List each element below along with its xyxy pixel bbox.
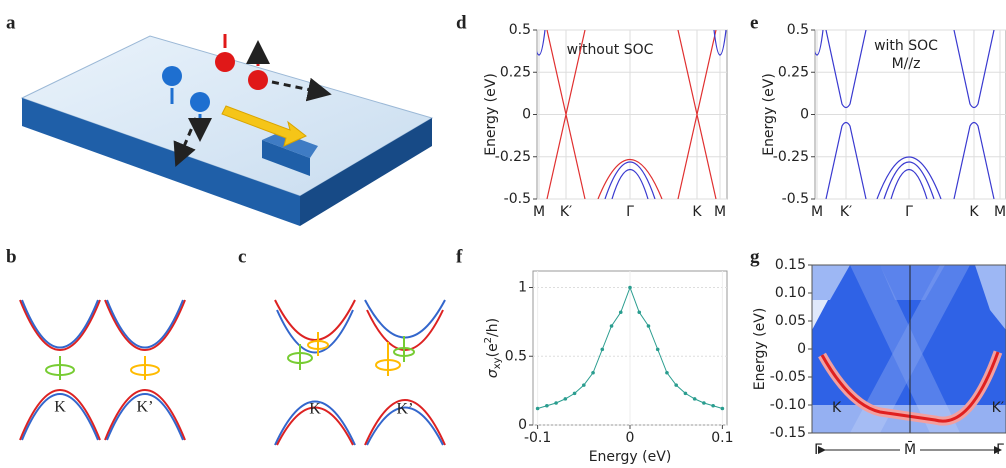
- y-axis-title-part: /h): [485, 318, 501, 337]
- data-point: [591, 371, 595, 375]
- valley-label: K’: [397, 401, 414, 418]
- data-point: [582, 383, 586, 387]
- data-point: [702, 401, 706, 405]
- cone-schematic: [275, 300, 445, 445]
- y-tick-label: 0.25: [778, 64, 809, 80]
- panel-label: a: [6, 12, 16, 33]
- y-tick-label: -0.5: [782, 191, 809, 207]
- x-tick-label: Γ̄: [814, 442, 822, 458]
- y-axis-title: Energy (eV): [752, 308, 768, 391]
- x-tick-label: -0.1: [524, 430, 551, 446]
- y-tick-label: 0.5: [509, 22, 531, 38]
- figure: a b c d e f g K K’ K: [0, 0, 1006, 468]
- data-point: [637, 310, 641, 314]
- y-tick-label: 0.25: [500, 64, 531, 80]
- annotation: K′: [992, 400, 1004, 416]
- y-tick-label: 0.10: [775, 285, 806, 301]
- data-point: [564, 397, 568, 401]
- data-point: [711, 404, 715, 408]
- y-axis-title-part: (e: [485, 343, 501, 357]
- annotation: M//z: [892, 56, 921, 72]
- y-tick-label: 0.05: [775, 313, 806, 329]
- x-tick-label: K′: [840, 204, 852, 220]
- valley-label: K’: [137, 399, 154, 416]
- valley-label: K: [309, 401, 321, 418]
- data-point: [693, 397, 697, 401]
- y-tick-label: -0.10: [770, 397, 806, 413]
- data-point: [554, 401, 558, 405]
- y-tick-label: -0.05: [770, 369, 806, 385]
- slab-illustration: [22, 34, 432, 226]
- panel-label: b: [6, 246, 17, 267]
- y-tick-label: -0.25: [495, 149, 531, 165]
- x-tick-label: Γ: [626, 204, 634, 220]
- y-tick-label: 0: [797, 341, 806, 357]
- x-tick-label: M: [994, 204, 1006, 220]
- x-tick-label: K: [969, 204, 979, 220]
- x-tick-label: M: [533, 204, 545, 220]
- valley-label: K: [54, 399, 66, 416]
- panel-label: g: [750, 246, 760, 267]
- data-point: [665, 371, 669, 375]
- panel-label: d: [456, 12, 467, 33]
- panel-label: f: [456, 246, 463, 267]
- x-tick-label: Γ̄: [996, 442, 1004, 458]
- x-tick-label: K: [692, 204, 702, 220]
- y-tick-label: -0.25: [773, 149, 809, 165]
- y-tick-label: 0: [800, 107, 809, 123]
- x-tick-label: M̄: [904, 440, 916, 458]
- y-axis-title: σxy(e2/h): [483, 318, 503, 378]
- data-point: [721, 407, 725, 411]
- y-axis-title-part: xy: [492, 357, 503, 369]
- annotation: with SOC: [874, 38, 938, 54]
- y-axis-title: Energy (eV): [761, 73, 777, 156]
- y-tick-label: -0.5: [504, 191, 531, 207]
- x-tick-label: 0.1: [711, 430, 733, 446]
- x-tick-label: 0: [626, 430, 635, 446]
- x-tick-label: K′: [560, 204, 572, 220]
- data-point: [628, 286, 632, 290]
- panel-label: e: [750, 12, 758, 33]
- data-point: [610, 324, 614, 328]
- y-tick-label: 0.5: [787, 22, 809, 38]
- data-point: [647, 324, 651, 328]
- x-tick-label: Γ: [905, 204, 913, 220]
- cone-schematic: [20, 300, 185, 440]
- data-point: [656, 348, 660, 352]
- y-tick-label: 0.5: [505, 348, 527, 364]
- data-point: [600, 348, 604, 352]
- panel-label: c: [238, 246, 246, 267]
- y-axis-title: Energy (eV): [483, 73, 499, 156]
- y-tick-label: 0.15: [775, 257, 806, 273]
- data-point: [536, 407, 540, 411]
- data-point: [674, 383, 678, 387]
- x-axis-title: Energy (eV): [589, 449, 672, 465]
- x-tick-label: M: [811, 204, 823, 220]
- data-point: [573, 392, 577, 396]
- y-tick-label: 0: [522, 107, 531, 123]
- annotation: K: [832, 400, 842, 416]
- data-point: [545, 404, 549, 408]
- data-point: [619, 310, 623, 314]
- y-tick-label: -0.15: [770, 425, 806, 441]
- y-tick-label: 1: [518, 280, 527, 296]
- data-point: [684, 392, 688, 396]
- x-tick-label: M: [714, 204, 726, 220]
